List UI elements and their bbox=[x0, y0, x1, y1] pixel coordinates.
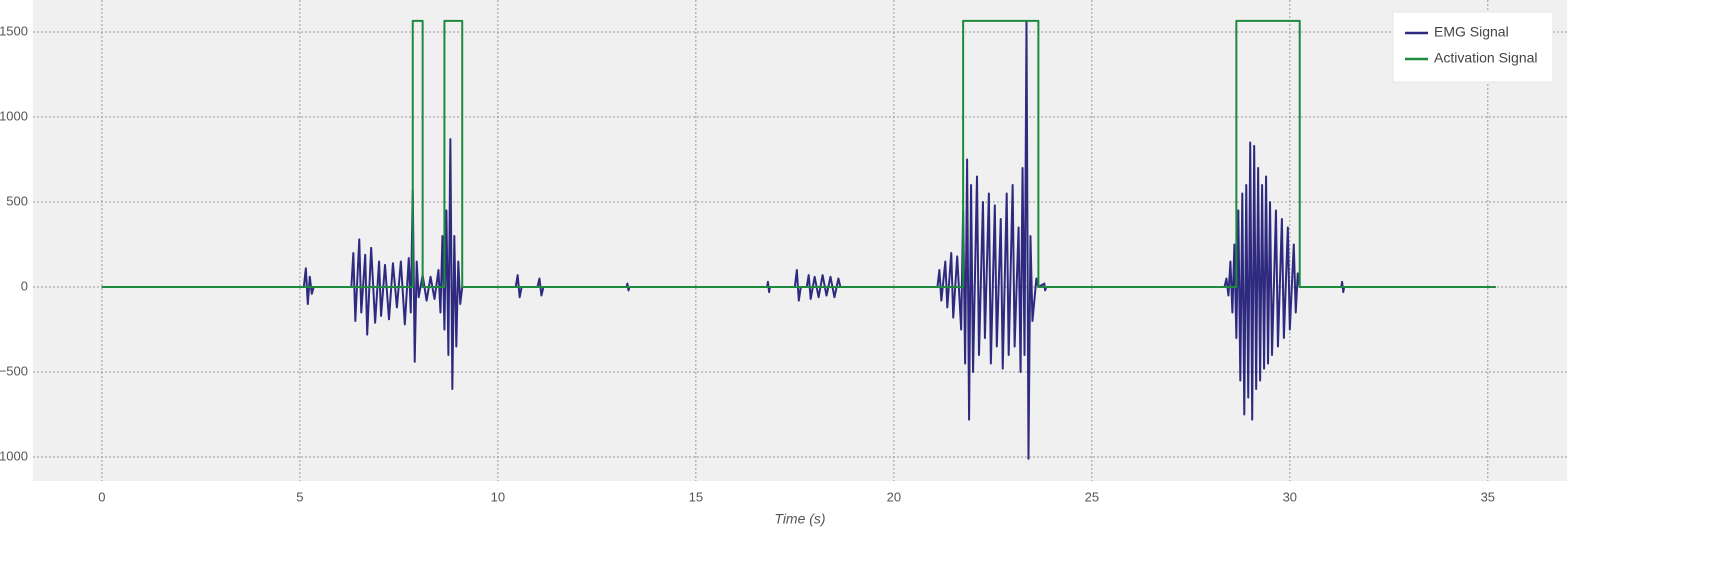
y-tick-label: −1000 bbox=[0, 448, 28, 463]
y-tick-label: 1000 bbox=[0, 108, 28, 123]
series-group bbox=[101, 19, 1496, 460]
y-tick-label: 500 bbox=[6, 193, 28, 208]
plot-area bbox=[33, 0, 1567, 481]
x-tick-label: 30 bbox=[1283, 489, 1297, 504]
tick-labels: 0 5 10 15 20 25 30 35 −1000 −500 0 500 1000 1500 bbox=[0, 23, 1495, 504]
x-axis-label: Time (s) bbox=[774, 511, 825, 527]
legend-label: Activation Signal bbox=[1434, 50, 1538, 66]
y-tick-label: −500 bbox=[0, 363, 28, 378]
x-tick-label: 0 bbox=[98, 489, 105, 504]
legend: EMG Signal Activation Signal bbox=[1392, 11, 1554, 83]
x-tick-label: 20 bbox=[887, 489, 901, 504]
x-tick-label: 15 bbox=[689, 489, 703, 504]
y-tick-label: 1500 bbox=[0, 23, 28, 38]
x-tick-label: 25 bbox=[1085, 489, 1099, 504]
x-tick-label: 5 bbox=[296, 489, 303, 504]
grid bbox=[33, 0, 1567, 481]
y-tick-label: 0 bbox=[21, 278, 28, 293]
x-tick-label: 10 bbox=[491, 489, 505, 504]
x-tick-label: 35 bbox=[1481, 489, 1495, 504]
legend-box bbox=[1392, 11, 1554, 83]
legend-label: EMG Signal bbox=[1434, 24, 1509, 40]
series-line bbox=[101, 19, 1496, 288]
